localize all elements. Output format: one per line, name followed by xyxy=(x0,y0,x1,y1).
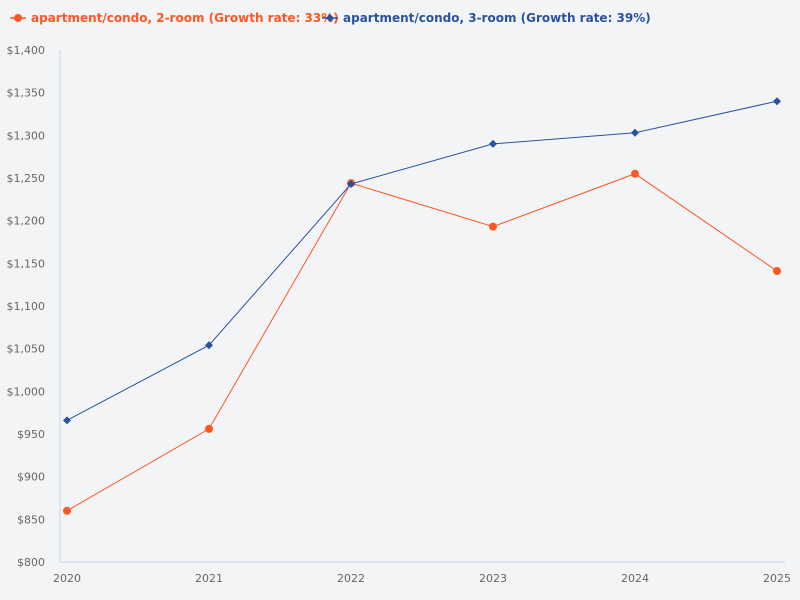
data-point xyxy=(489,222,497,231)
legend-marker-icon xyxy=(326,14,334,22)
x-tick-label: 2020 xyxy=(53,572,81,585)
data-point xyxy=(773,97,781,106)
y-tick-label: $900 xyxy=(17,471,45,484)
x-tick-label: 2023 xyxy=(479,572,507,585)
y-tick-label: $1,400 xyxy=(7,44,46,57)
data-point xyxy=(205,341,213,350)
y-tick-label: $1,350 xyxy=(7,87,46,100)
y-tick-label: $850 xyxy=(17,513,45,526)
legend-label: apartment/condo, 2-room (Growth rate: 33… xyxy=(31,11,339,25)
series-line xyxy=(66,173,778,512)
x-tick-label: 2025 xyxy=(763,572,791,585)
y-tick-label: $1,150 xyxy=(7,257,46,270)
y-tick-label: $950 xyxy=(17,428,45,441)
y-tick-label: $1,300 xyxy=(7,129,46,142)
x-tick-label: 2024 xyxy=(621,572,649,585)
data-point xyxy=(205,424,213,433)
legend-marker-icon xyxy=(14,14,22,22)
data-point xyxy=(63,506,71,515)
y-tick-label: $1,050 xyxy=(7,343,46,356)
y-tick-label: $1,000 xyxy=(7,385,46,398)
x-tick-label: 2022 xyxy=(337,572,365,585)
legend-label: apartment/condo, 3-room (Growth rate: 39… xyxy=(343,11,651,25)
data-point xyxy=(63,416,71,425)
y-tick-label: $1,250 xyxy=(7,172,46,185)
data-point xyxy=(631,128,639,137)
y-tick-label: $800 xyxy=(17,556,45,569)
data-point xyxy=(773,267,781,276)
series-line xyxy=(66,100,778,421)
data-point xyxy=(631,169,639,178)
data-point xyxy=(489,139,497,148)
y-tick-label: $1,100 xyxy=(7,300,46,313)
x-tick-label: 2021 xyxy=(195,572,223,585)
data-point xyxy=(347,179,355,188)
y-tick-label: $1,200 xyxy=(7,215,46,228)
